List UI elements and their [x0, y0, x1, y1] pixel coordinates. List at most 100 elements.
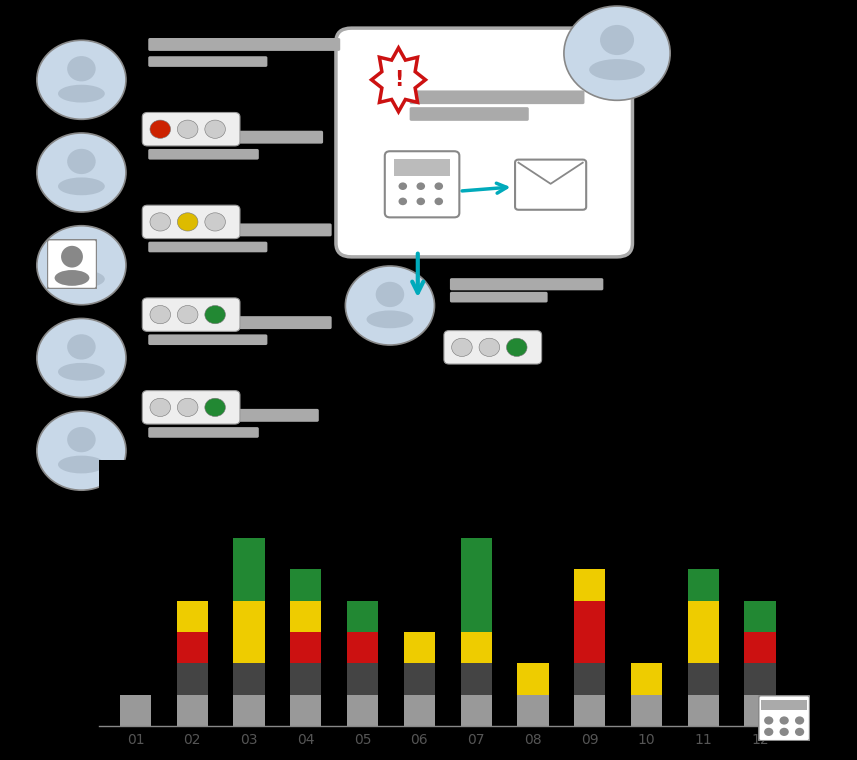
Circle shape	[780, 717, 788, 724]
FancyBboxPatch shape	[758, 695, 810, 741]
Circle shape	[780, 728, 788, 736]
Circle shape	[177, 213, 198, 231]
Bar	[574, 695, 605, 726]
FancyBboxPatch shape	[410, 107, 529, 121]
Ellipse shape	[58, 84, 105, 103]
Bar	[460, 538, 492, 632]
Circle shape	[452, 338, 472, 356]
Bar	[177, 600, 208, 632]
Circle shape	[506, 338, 527, 356]
Circle shape	[67, 56, 96, 81]
Bar	[120, 695, 151, 726]
Bar	[291, 632, 321, 663]
Bar	[518, 695, 548, 726]
Polygon shape	[371, 48, 425, 112]
Bar	[574, 600, 605, 663]
Circle shape	[67, 334, 96, 359]
Bar	[745, 663, 776, 695]
Ellipse shape	[58, 363, 105, 381]
Bar	[177, 663, 208, 695]
Circle shape	[37, 133, 126, 212]
Bar	[347, 663, 378, 695]
Circle shape	[434, 182, 443, 190]
Circle shape	[205, 213, 225, 231]
Bar	[347, 632, 378, 663]
Bar	[233, 695, 265, 726]
Ellipse shape	[589, 59, 645, 81]
Circle shape	[150, 491, 171, 509]
Bar	[687, 600, 719, 663]
Ellipse shape	[55, 270, 89, 286]
Bar	[233, 663, 265, 695]
Circle shape	[417, 182, 425, 190]
Bar	[687, 695, 719, 726]
Circle shape	[150, 120, 171, 138]
Circle shape	[150, 306, 171, 324]
Circle shape	[399, 198, 407, 205]
Circle shape	[150, 213, 171, 231]
Ellipse shape	[58, 271, 105, 288]
Circle shape	[434, 198, 443, 205]
FancyBboxPatch shape	[148, 427, 259, 438]
Circle shape	[564, 6, 670, 100]
Circle shape	[600, 25, 634, 55]
Circle shape	[37, 226, 126, 305]
Circle shape	[177, 491, 198, 509]
Circle shape	[67, 427, 96, 452]
FancyBboxPatch shape	[385, 151, 459, 217]
Circle shape	[345, 266, 434, 345]
Circle shape	[417, 198, 425, 205]
Bar	[460, 695, 492, 726]
Bar	[745, 695, 776, 726]
FancyBboxPatch shape	[444, 331, 542, 364]
Bar	[291, 695, 321, 726]
Circle shape	[177, 120, 198, 138]
FancyBboxPatch shape	[142, 205, 240, 239]
Circle shape	[37, 40, 126, 119]
Bar	[291, 600, 321, 632]
Bar	[404, 663, 435, 695]
FancyBboxPatch shape	[148, 131, 323, 144]
Bar	[233, 600, 265, 663]
Bar	[687, 569, 719, 600]
FancyBboxPatch shape	[148, 242, 267, 252]
Circle shape	[205, 491, 225, 509]
Bar	[233, 538, 265, 600]
Circle shape	[375, 282, 405, 307]
FancyBboxPatch shape	[142, 298, 240, 331]
Bar	[518, 663, 548, 695]
Bar	[347, 695, 378, 726]
Bar	[687, 663, 719, 695]
Circle shape	[795, 728, 804, 736]
Bar	[460, 632, 492, 663]
Bar	[631, 695, 662, 726]
FancyBboxPatch shape	[148, 223, 332, 236]
Circle shape	[795, 717, 804, 724]
Bar	[460, 663, 492, 695]
Circle shape	[67, 149, 96, 174]
Text: !: !	[394, 70, 403, 90]
Bar	[745, 632, 776, 663]
FancyBboxPatch shape	[148, 409, 319, 422]
Circle shape	[37, 318, 126, 397]
FancyBboxPatch shape	[148, 38, 340, 51]
Circle shape	[205, 398, 225, 416]
Bar	[574, 569, 605, 600]
Circle shape	[61, 245, 83, 268]
FancyBboxPatch shape	[47, 239, 97, 289]
Circle shape	[177, 306, 198, 324]
Bar	[394, 159, 450, 176]
Bar	[177, 695, 208, 726]
Bar	[404, 695, 435, 726]
Bar	[291, 663, 321, 695]
FancyBboxPatch shape	[515, 160, 586, 210]
FancyBboxPatch shape	[142, 391, 240, 424]
Circle shape	[399, 182, 407, 190]
FancyBboxPatch shape	[148, 56, 267, 67]
Circle shape	[150, 398, 171, 416]
Bar	[761, 700, 807, 710]
Circle shape	[764, 728, 773, 736]
Circle shape	[764, 717, 773, 724]
Ellipse shape	[58, 456, 105, 473]
Circle shape	[67, 242, 96, 267]
